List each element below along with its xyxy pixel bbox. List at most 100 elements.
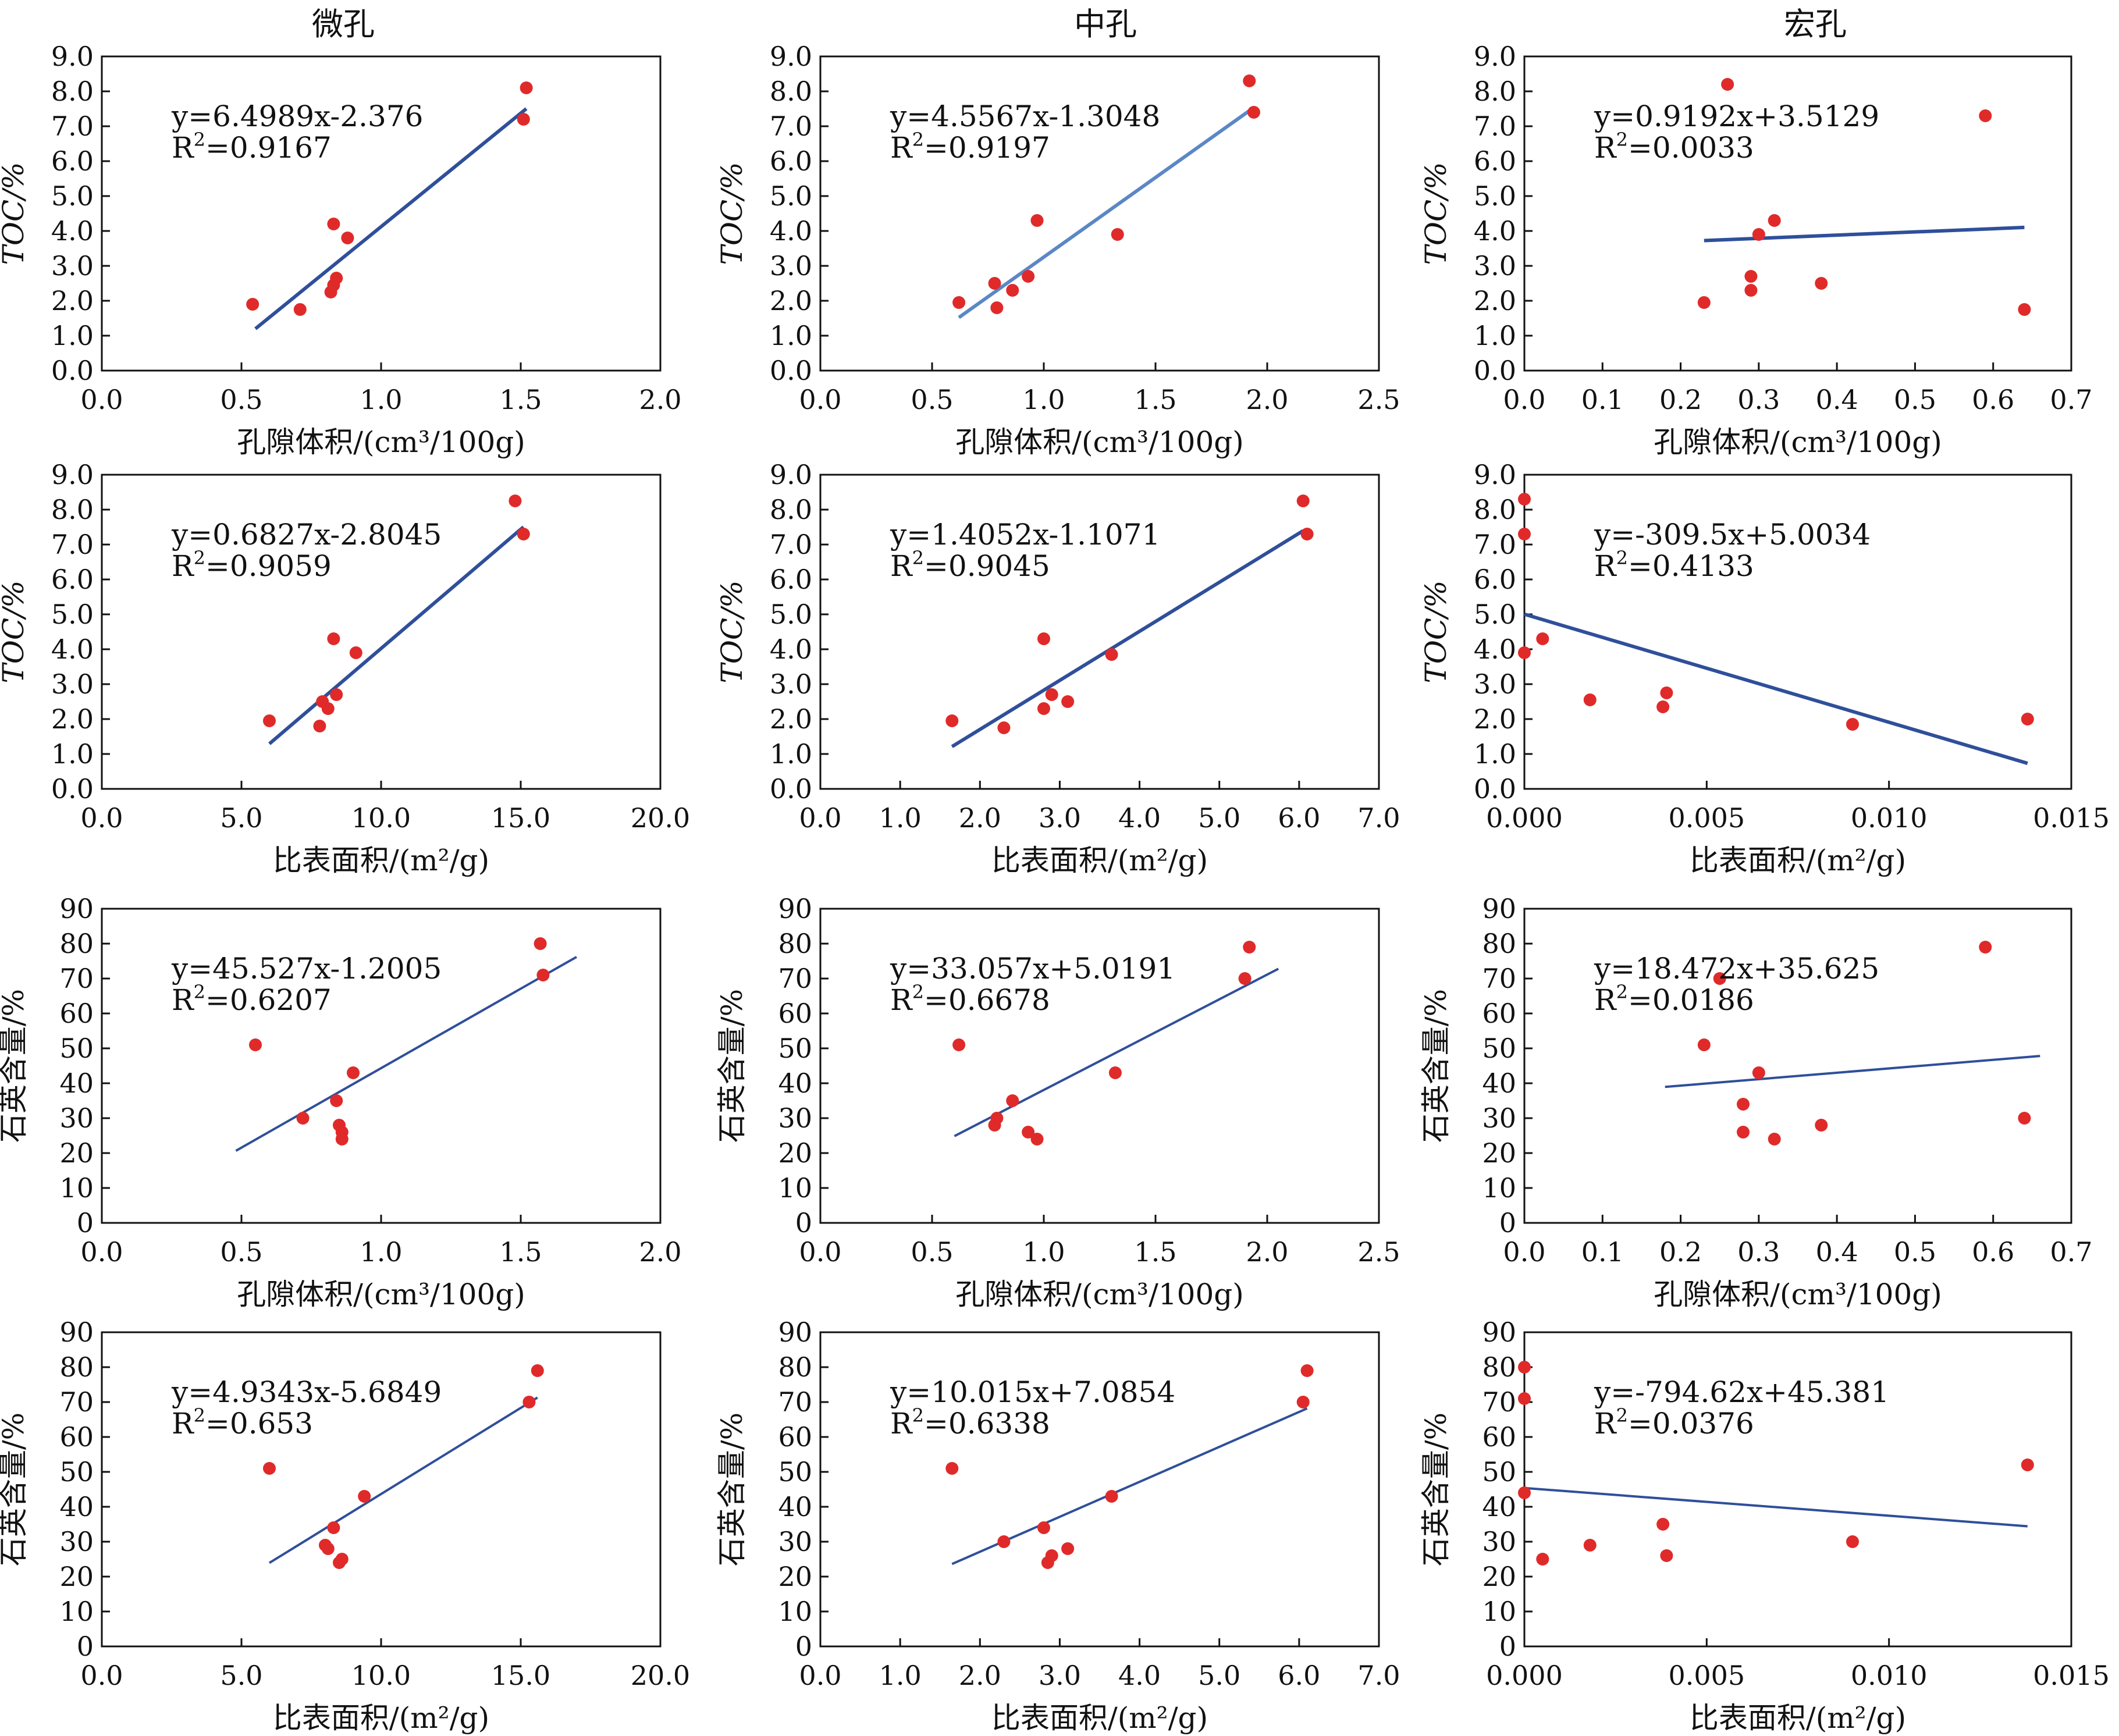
x-tick-label: 0.0 xyxy=(799,384,841,415)
data-point xyxy=(347,1066,360,1079)
y-tick-label: 3.0 xyxy=(770,250,812,282)
x-axis-label: 孔隙体积/(cm³/100g) xyxy=(955,425,1244,459)
data-point xyxy=(1518,1361,1531,1374)
data-point xyxy=(1737,1098,1750,1111)
regression-equation: y=4.5567x-1.3048 xyxy=(890,99,1160,133)
y-tick-label: 50 xyxy=(1482,1033,1516,1064)
data-point xyxy=(1037,632,1050,645)
data-point xyxy=(1243,74,1256,87)
data-point xyxy=(1744,284,1758,297)
y-tick-label: 0.0 xyxy=(770,773,812,805)
x-tick-label: 0.5 xyxy=(911,384,953,415)
r-squared-label: R2=0.6678 xyxy=(890,981,1050,1017)
x-tick-label: 1.0 xyxy=(879,802,922,834)
y-tick-label: 20 xyxy=(1482,1561,1516,1592)
y-tick-label: 6.0 xyxy=(770,145,812,177)
data-point xyxy=(2018,303,2031,316)
regression-line xyxy=(1704,225,2025,243)
x-tick-label: 0.0 xyxy=(80,384,123,415)
y-tick-label: 8.0 xyxy=(51,76,94,107)
y-tick-label: 8.0 xyxy=(1474,494,1516,525)
x-tick-label: 0.0 xyxy=(799,1660,841,1691)
y-tick-label: 70 xyxy=(778,963,812,994)
y-axis-label: TOC/% xyxy=(1419,581,1453,684)
data-point xyxy=(522,1396,536,1408)
data-point xyxy=(1518,493,1531,506)
regression-equation: y=-309.5x+5.0034 xyxy=(1594,518,1871,552)
data-point xyxy=(327,1521,340,1534)
data-point xyxy=(952,1038,966,1051)
y-tick-label: 90 xyxy=(59,1317,94,1348)
x-tick-label: 15.0 xyxy=(491,1660,550,1691)
y-tick-label: 60 xyxy=(778,1421,812,1453)
y-tick-label: 70 xyxy=(59,963,94,994)
plot-frame xyxy=(819,1331,1380,1648)
y-tick-label: 3.0 xyxy=(51,250,94,282)
y-tick-label: 4.0 xyxy=(1474,634,1516,665)
data-point xyxy=(1037,702,1050,715)
regression-equation: y=6.4989x-2.376 xyxy=(171,99,423,133)
y-tick-label: 50 xyxy=(778,1033,812,1064)
y-axis-label: TOC/% xyxy=(0,581,30,684)
y-axis-label: 石英含量/% xyxy=(715,989,749,1143)
y-tick-label: 90 xyxy=(59,893,94,924)
y-tick-label: 40 xyxy=(59,1068,94,1099)
regression-equation: y=0.9192x+3.5129 xyxy=(1594,99,1879,133)
x-tick-label: 10.0 xyxy=(351,1660,411,1691)
y-tick-label: 6.0 xyxy=(1474,564,1516,595)
y-tick-label: 8.0 xyxy=(770,494,812,525)
x-tick-label: 1.0 xyxy=(879,1660,922,1691)
y-tick-label: 80 xyxy=(1482,1351,1516,1383)
x-tick-label: 0.0 xyxy=(799,1236,841,1268)
x-tick-label: 2.5 xyxy=(1357,384,1400,415)
plot-frame xyxy=(1523,474,2072,790)
data-point xyxy=(1713,972,1726,985)
y-tick-label: 3.0 xyxy=(51,668,94,700)
x-tick-label: 0.010 xyxy=(1851,1660,1928,1691)
y-axis-label: TOC/% xyxy=(0,162,30,265)
y-axis-label: 石英含量/% xyxy=(0,1413,30,1566)
data-point xyxy=(997,1535,1011,1548)
y-tick-label: 4.0 xyxy=(1474,215,1516,247)
y-tick-label: 0.0 xyxy=(1474,355,1516,386)
data-point xyxy=(1979,941,1992,954)
data-point xyxy=(330,272,343,284)
x-tick-label: 0.5 xyxy=(220,1236,262,1268)
data-point xyxy=(990,1112,1004,1125)
y-tick-label: 40 xyxy=(1482,1068,1516,1099)
x-tick-label: 0.000 xyxy=(1486,1660,1563,1691)
plot-frame xyxy=(1523,55,2072,372)
x-tick-label: 0.0 xyxy=(80,802,123,834)
data-point xyxy=(249,1038,262,1051)
y-tick-label: 70 xyxy=(59,1386,94,1418)
data-point xyxy=(1752,1066,1765,1079)
data-point xyxy=(1247,106,1260,119)
x-tick-label: 2.0 xyxy=(1246,1236,1288,1268)
data-point xyxy=(1660,1549,1673,1562)
y-tick-label: 60 xyxy=(778,998,812,1029)
y-tick-label: 1.0 xyxy=(51,738,94,770)
x-tick-label: 0.6 xyxy=(1972,1236,2014,1268)
x-axis-label: 孔隙体积/(cm³/100g) xyxy=(1654,425,1942,459)
y-tick-label: 0.0 xyxy=(770,355,812,386)
x-tick-label: 7.0 xyxy=(1357,802,1400,834)
data-point xyxy=(1022,270,1035,283)
x-tick-label: 0.2 xyxy=(1659,384,1702,415)
data-point xyxy=(1300,1364,1314,1377)
data-point xyxy=(296,1112,310,1125)
y-axis-label: TOC/% xyxy=(1419,162,1453,265)
data-point xyxy=(263,1462,276,1475)
r-squared-label: R2=0.0376 xyxy=(1594,1404,1754,1440)
y-tick-label: 50 xyxy=(59,1033,94,1064)
scatter-panel-11: 0.0 1.0 2.0 3.0 4.0 5.0 6.0 7.0 0 10 20 30 405060708… xyxy=(715,1317,1400,1735)
data-point xyxy=(330,688,343,701)
y-tick-label: 3.0 xyxy=(1474,250,1516,282)
x-tick-label: 0.000 xyxy=(1486,802,1563,834)
data-point xyxy=(1296,495,1310,507)
data-point xyxy=(1656,1518,1670,1531)
data-point xyxy=(313,720,326,732)
y-tick-label: 50 xyxy=(778,1456,812,1488)
y-tick-label: 2.0 xyxy=(770,285,812,316)
